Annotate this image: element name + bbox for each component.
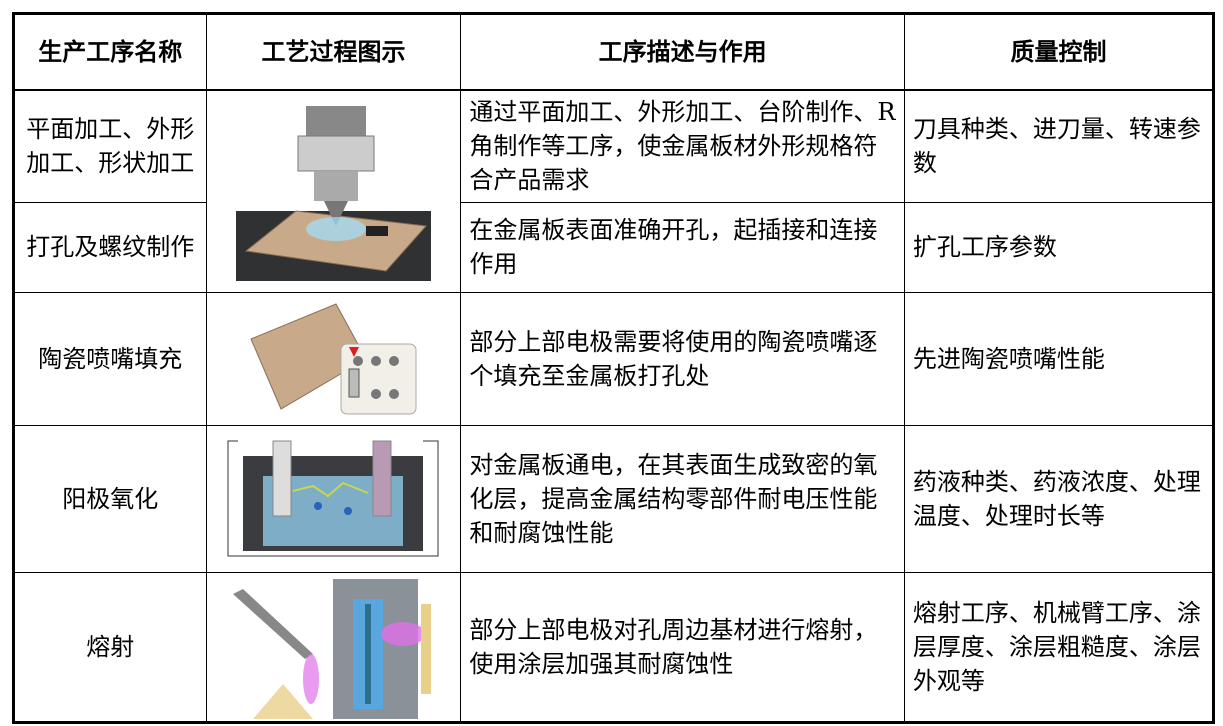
row: 平面加工、外形加工、形状加工 通过平面加工、外形加工、台阶制作、R 角制作等工序… — [13, 89, 1215, 293]
quality-control: 先进陶瓷喷嘴性能 — [903, 291, 1215, 426]
quality-control: 熔射工序、机械臂工序、涂层厚度、涂层粗糙度、涂层外观等 — [903, 571, 1215, 723]
row: 陶瓷喷嘴填充 部分上部电极需要将使用的陶瓷喷嘴逐个填充至金属板打孔处 先进陶瓷喷… — [13, 291, 1215, 426]
process-name: 平面加工、外形加工、形状加工 — [13, 89, 207, 203]
quality-control: 扩孔工序参数 — [903, 201, 1215, 293]
process-description: 部分上部电极对孔周边基材进行熔射，使用涂层加强其耐腐蚀性 — [460, 571, 905, 723]
anodizing-illustration — [227, 440, 439, 557]
process-name: 陶瓷喷嘴填充 — [13, 291, 207, 426]
process-description: 部分上部电极需要将使用的陶瓷喷嘴逐个填充至金属板打孔处 — [460, 291, 905, 426]
process-image — [205, 571, 462, 723]
process-image — [205, 424, 462, 573]
spraying-illustration — [233, 579, 432, 719]
quality-control: 药液种类、药液浓度、处理温度、处理时长等 — [903, 424, 1215, 573]
process-name: 阳极氧化 — [13, 424, 207, 573]
cnc-illustration — [235, 106, 431, 282]
header-cell: 生产工序名称 — [13, 13, 207, 91]
process-description: 在金属板表面准确开孔，起插接和连接作用 — [460, 201, 905, 293]
header-cell: 质量控制 — [903, 13, 1215, 91]
row: 阳极氧化 对金属板通电，在其表面生成致密的氧化层，提高金属结构零部件耐电压性能和… — [13, 424, 1215, 573]
process-description: 通过平面加工、外形加工、台阶制作、R 角制作等工序，使金属板材外形规格符合产品需… — [460, 89, 905, 203]
process-description: 对金属板通电，在其表面生成致密的氧化层，提高金属结构零部件耐电压性能和耐腐蚀性能 — [460, 424, 905, 573]
header-cell: 工艺过程图示 — [205, 13, 462, 91]
process-image — [205, 89, 462, 293]
process-image — [205, 291, 462, 426]
process-table: 生产工序名称 工艺过程图示 工序描述与作用 质量控制 平面加工、外形加工、形状加… — [12, 12, 1215, 724]
nozzle-illustration — [250, 302, 417, 414]
quality-control: 刀具种类、进刀量、转速参数 — [903, 89, 1215, 203]
process-name: 打孔及螺纹制作 — [13, 201, 207, 293]
header-cell: 工序描述与作用 — [460, 13, 905, 91]
row: 熔射 部分上部电极对孔周边基材进行熔射，使用涂层加强其耐腐蚀性 熔射工序、机械臂… — [13, 571, 1215, 723]
header-row: 生产工序名称 工艺过程图示 工序描述与作用 质量控制 — [13, 13, 1215, 91]
process-name: 熔射 — [13, 571, 207, 723]
row: 打孔及螺纹制作 在金属板表面准确开孔，起插接和连接作用 扩孔工序参数 — [13, 201, 1215, 293]
